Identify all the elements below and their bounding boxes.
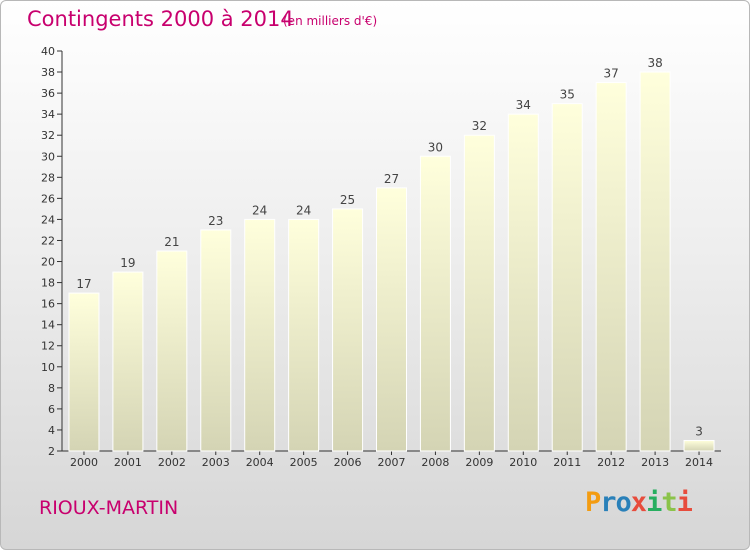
y-tick-label: 8 — [48, 382, 55, 395]
y-tick-label: 6 — [48, 403, 55, 416]
y-tick-label: 38 — [41, 66, 55, 79]
x-tick-label: 2010 — [509, 456, 537, 469]
bar[interactable] — [288, 218, 320, 452]
y-tick-label: 32 — [41, 129, 55, 142]
data-label: 37 — [604, 67, 619, 81]
bar[interactable] — [419, 155, 451, 452]
y-tick-label: 4 — [48, 424, 55, 437]
data-label: 38 — [647, 56, 662, 70]
data-label: 30 — [428, 140, 443, 154]
chart-subtitle: (en milliers d'€) — [283, 14, 378, 28]
x-tick-label: 2009 — [465, 456, 493, 469]
logo-letter: t — [661, 487, 677, 518]
x-tick-label: 2001 — [114, 456, 142, 469]
data-label: 32 — [472, 119, 487, 133]
bar[interactable] — [244, 218, 276, 452]
logo-letter: i — [646, 487, 662, 518]
y-tick-label: 12 — [41, 340, 55, 353]
bar[interactable] — [595, 82, 627, 452]
data-label: 19 — [120, 256, 135, 270]
y-tick-label: 36 — [41, 87, 55, 100]
y-tick-label: 22 — [41, 234, 55, 247]
bar[interactable] — [200, 229, 232, 452]
bar[interactable] — [683, 439, 715, 452]
data-label: 21 — [164, 235, 179, 249]
bar[interactable] — [156, 250, 188, 452]
x-tick-label: 2008 — [421, 456, 449, 469]
place-name: RIOUX-MARTIN — [39, 497, 179, 519]
y-tick-label: 28 — [41, 171, 55, 184]
x-tick-label: 2007 — [378, 456, 406, 469]
bar[interactable] — [507, 113, 539, 452]
chart-title: Contingents 2000 à 2014 — [27, 7, 294, 31]
data-label: 25 — [340, 193, 355, 207]
data-label: 24 — [252, 203, 267, 217]
y-tick-label: 30 — [41, 150, 55, 163]
y-tick-label: 40 — [41, 45, 55, 58]
logo-letter: o — [615, 487, 632, 518]
bar[interactable] — [68, 292, 100, 452]
bar[interactable] — [376, 187, 407, 452]
y-tick-label: 18 — [41, 277, 55, 290]
x-tick-label: 2005 — [290, 456, 318, 469]
x-tick-label: 2014 — [685, 456, 713, 469]
logo-letter: P — [585, 487, 601, 518]
x-tick-label: 2004 — [246, 456, 274, 469]
y-tick-label: 14 — [41, 319, 55, 332]
bar[interactable] — [332, 208, 364, 452]
data-label: 34 — [516, 98, 531, 112]
logo-letter: r — [600, 487, 616, 518]
bar[interactable] — [639, 71, 671, 452]
logo-letter: i — [676, 487, 693, 518]
y-tick-label: 16 — [41, 298, 55, 311]
bar[interactable] — [551, 103, 583, 452]
x-tick-label: 2000 — [70, 456, 98, 469]
bar[interactable] — [463, 134, 495, 452]
y-tick-label: 34 — [41, 108, 55, 121]
bar[interactable] — [112, 271, 144, 452]
y-tick-label: 2 — [48, 445, 55, 458]
data-label: 35 — [560, 88, 575, 102]
data-label: 27 — [384, 172, 399, 186]
y-tick-label: 24 — [41, 213, 55, 226]
proxiti-logo[interactable]: Proxiti — [585, 487, 693, 518]
y-tick-label: 10 — [41, 361, 55, 374]
x-tick-label: 2002 — [158, 456, 186, 469]
y-tick-label: 26 — [41, 192, 55, 205]
x-tick-label: 2013 — [641, 456, 669, 469]
x-tick-label: 2011 — [553, 456, 581, 469]
x-tick-label: 2003 — [202, 456, 230, 469]
data-label: 17 — [76, 277, 91, 291]
x-tick-label: 2006 — [334, 456, 362, 469]
x-tick-label: 2012 — [597, 456, 625, 469]
data-label: 3 — [695, 424, 703, 438]
logo-letter: x — [630, 487, 647, 518]
data-label: 23 — [208, 214, 223, 228]
data-label: 24 — [296, 203, 311, 217]
y-tick-label: 20 — [41, 256, 55, 269]
